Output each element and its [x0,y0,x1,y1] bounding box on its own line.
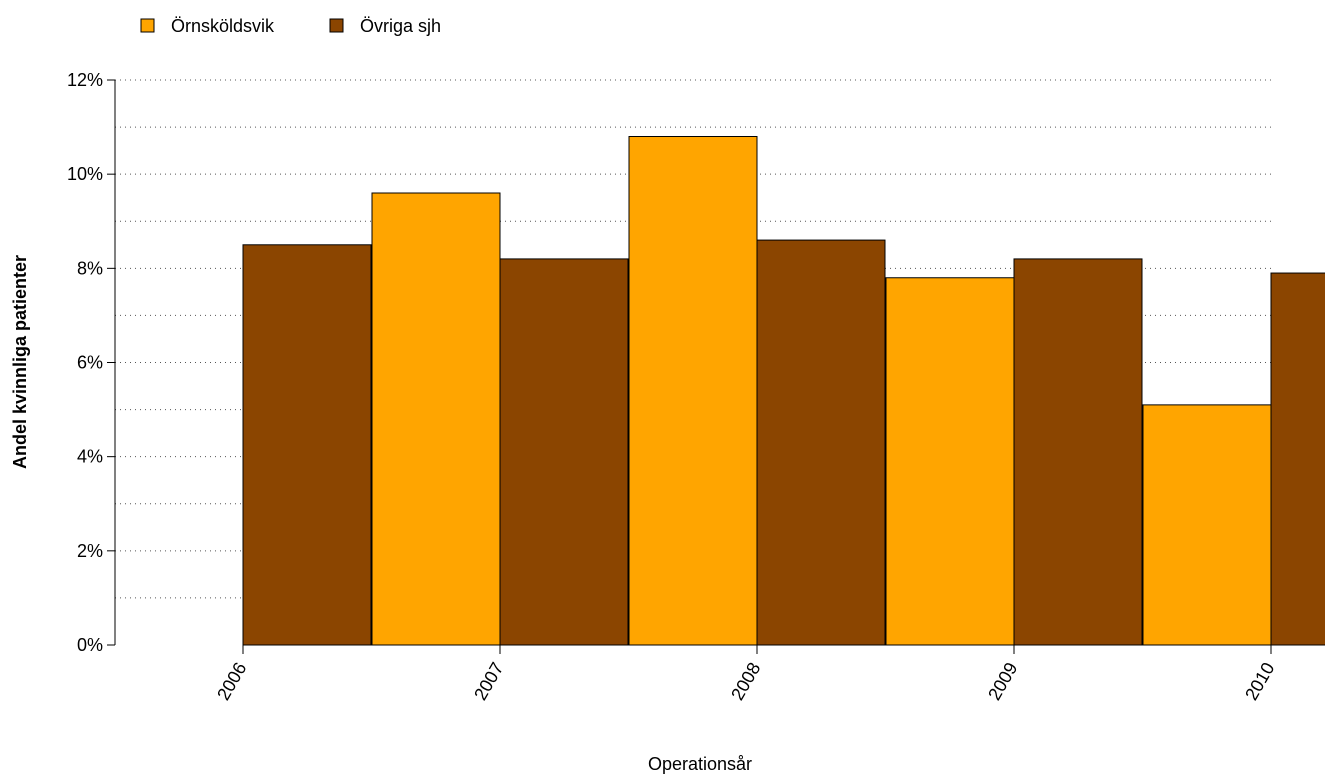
y-tick-label: 12% [67,70,103,90]
y-tick-label: 2% [77,541,103,561]
bar-ornskoldsvik-2010 [1142,404,1272,646]
bar-ornskoldsvik-2007 [371,192,501,646]
legend-label-ornskoldsvik: Örnsköldsvik [171,16,275,36]
y-tick-label: 4% [77,447,103,467]
y-tick-label: 10% [67,164,103,184]
legend-swatch-ornskoldsvik [140,18,155,33]
legend-label-ovriga-sjh: Övriga sjh [360,16,441,36]
bar-ornskoldsvik-2008 [628,136,758,646]
y-axis-title: Andel kvinnliga patienter [10,255,30,469]
bar-ovriga-sjh-2006 [242,244,372,646]
x-tick-label: 2010 [1241,659,1278,704]
x-tick-label: 2009 [984,659,1021,704]
bar-ovriga-sjh-2008 [756,239,886,646]
y-tick-label: 6% [77,353,103,373]
x-axis-title: Operationsår [648,754,752,774]
bar-ovriga-sjh-2007 [499,258,629,646]
legend: Örnsköldsvik Övriga sjh [140,16,441,36]
x-tick-label: 2008 [727,659,764,704]
x-tick-label: 2007 [470,659,507,704]
bar-ovriga-sjh-2010 [1270,272,1325,646]
bar-ornskoldsvik-2009 [885,277,1015,646]
x-tick-label: 2006 [213,659,250,704]
legend-swatch-ovriga-sjh [329,18,344,33]
y-tick-label: 0% [77,635,103,655]
bar-ovriga-sjh-2009 [1013,258,1143,646]
y-tick-label: 8% [77,258,103,278]
bars [242,136,1325,646]
